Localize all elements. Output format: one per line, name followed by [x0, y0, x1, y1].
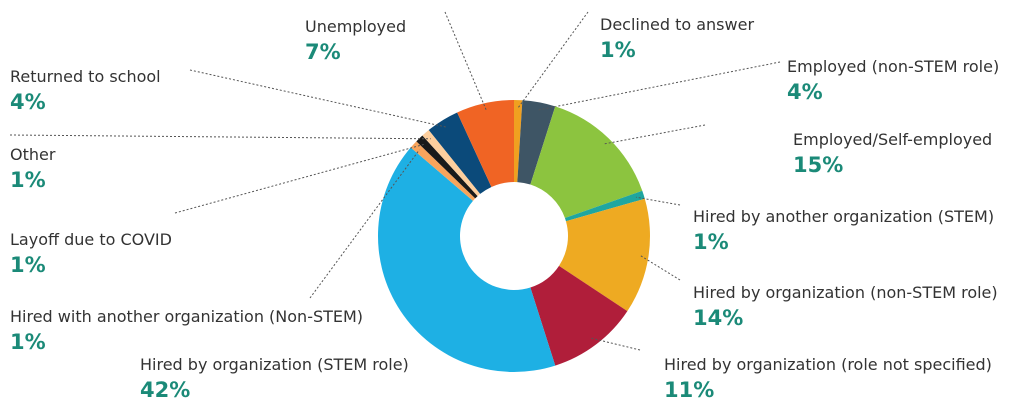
- donut-segment: [564, 190, 645, 222]
- segment-value: 1%: [10, 253, 46, 277]
- leader-line: [174, 143, 426, 214]
- donut-segment: [517, 100, 556, 185]
- segment-value: 1%: [10, 168, 46, 192]
- segment-label: Employed (non-STEM role): [787, 57, 999, 76]
- segment-label: Hired with another organization (Non-STE…: [10, 307, 363, 326]
- segment-value: 11%: [664, 378, 714, 402]
- segment-value: 1%: [600, 38, 636, 62]
- segment-label: Other: [10, 145, 56, 164]
- segment-value: 7%: [305, 40, 341, 64]
- segment-label: Employed/Self-employed: [793, 130, 992, 149]
- leader-line: [591, 337, 641, 351]
- segment-label: Unemployed: [305, 17, 406, 36]
- donut-segment: [530, 265, 628, 366]
- leader-line: [309, 149, 420, 299]
- segment-value: 14%: [693, 306, 743, 330]
- donut-segment: [559, 198, 650, 312]
- donut-segment: [410, 141, 476, 201]
- segment-value: 1%: [10, 330, 46, 354]
- segment-label: Hired by another organization (STEM): [693, 207, 994, 226]
- segment-label: Hired by organization (role not specifie…: [664, 355, 992, 374]
- leader-line: [9, 134, 431, 140]
- leader-line: [517, 11, 589, 109]
- donut-segment: [416, 135, 478, 199]
- segment-label: Hired by organization (STEM role): [140, 355, 409, 374]
- leader-line: [189, 69, 447, 128]
- segment-label: Hired by organization (non-STEM role): [693, 283, 998, 302]
- segment-value: 4%: [10, 90, 46, 114]
- segment-value: 4%: [787, 80, 823, 104]
- donut-segment: [457, 100, 514, 187]
- leader-line: [635, 196, 681, 206]
- donut-segment: [514, 100, 523, 183]
- segment-value: 1%: [693, 230, 729, 254]
- donut-segment: [422, 130, 481, 197]
- segment-label: Layoff due to COVID: [10, 230, 172, 249]
- leader-line: [537, 61, 781, 111]
- donut-segment: [530, 106, 643, 219]
- donut-segment: [378, 147, 556, 372]
- segment-value: 42%: [140, 378, 190, 402]
- segment-label: Returned to school: [10, 67, 161, 86]
- segment-value: 15%: [793, 153, 843, 177]
- segment-label: Declined to answer: [600, 15, 754, 34]
- leader-line: [444, 11, 488, 112]
- donut-segment: [428, 112, 492, 194]
- leader-line: [603, 124, 706, 145]
